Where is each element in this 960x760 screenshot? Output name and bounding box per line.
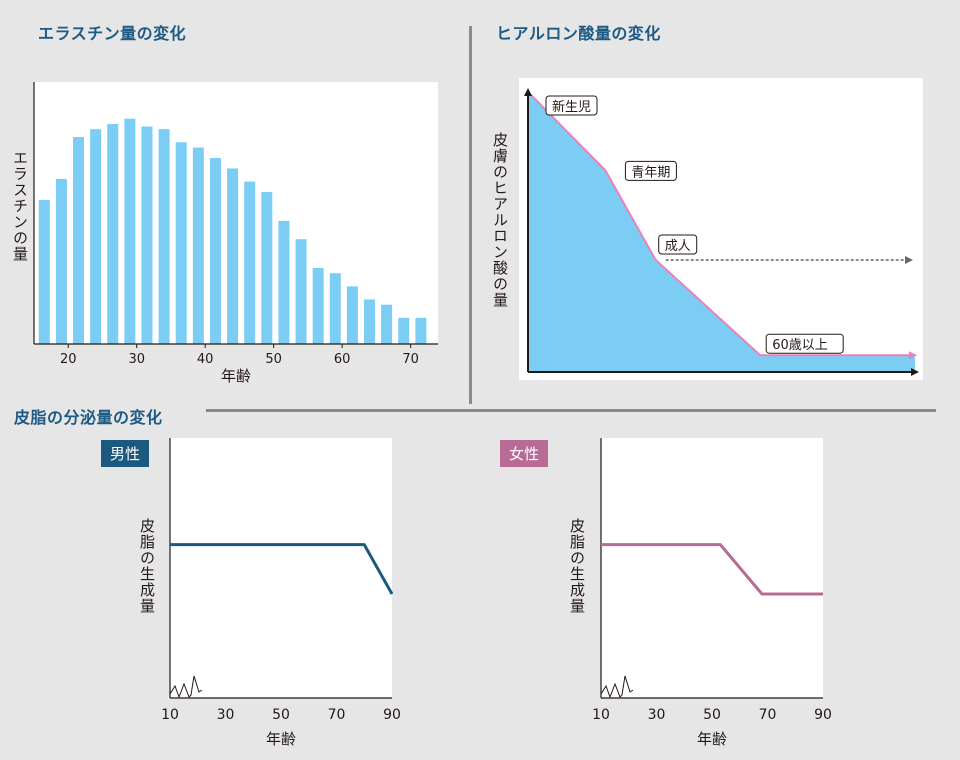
sebum-section-title: 皮脂の分泌量の変化: [14, 408, 163, 427]
elastin-bar: [192, 147, 204, 344]
elastin-x-tick-label: 20: [60, 352, 77, 367]
elastin-x-axis-label: 年齢: [221, 367, 251, 385]
male-sebum-chart: 10 30 50 70 90 年齢: [161, 438, 401, 748]
annotation-label: 60歳以上: [772, 338, 828, 353]
elastin-bar: [295, 239, 307, 344]
male-badge: 男性: [101, 440, 150, 467]
hyaluronic-curve: [527, 91, 917, 360]
elastin-bar: [346, 286, 358, 344]
elastin-y-axis-label: エラスチンの量: [11, 150, 29, 262]
elastin-x-tick-label: 50: [265, 352, 282, 367]
elastin-bar: [227, 168, 239, 344]
elastin-bar: [261, 192, 273, 344]
annotation-box: [658, 234, 698, 255]
annotation-box: [765, 333, 844, 354]
male-plot-area: 10 30 50 70 90 年齢: [161, 438, 401, 748]
female-x-tick-label: 30: [648, 707, 666, 723]
elastin-bar: [175, 142, 187, 344]
elastin-bar: [209, 157, 221, 344]
elastin-x-tick-label: 30: [128, 352, 145, 367]
hyaluronic-chart-title: ヒアルロン酸量の変化: [496, 24, 661, 43]
annotation-label: 青年期: [631, 165, 670, 180]
elastin-bar: [124, 118, 136, 345]
elastin-bar: [38, 199, 50, 344]
elastin-bar: [107, 123, 119, 344]
annotation-box: [624, 160, 677, 181]
female-sebum-chart: 10 30 50 70 90 年齢: [592, 438, 832, 748]
elastin-bar: [158, 129, 170, 344]
hyaluronic-plot-area: 新生児青年期成人 60歳以上: [519, 78, 923, 380]
female-plot-area: 10 30 50 70 90 年齢: [592, 438, 832, 748]
male-x-tick-label: 90: [383, 707, 401, 723]
elastin-bar: [244, 181, 256, 344]
elastin-bar: [329, 273, 341, 344]
elastin-bar: [312, 268, 324, 344]
male-y-axis-label: 皮脂の生成量: [138, 518, 156, 614]
elastin-x-tick-label: 70: [402, 352, 419, 367]
elastin-bar: [381, 304, 393, 344]
elastin-x-tick-label: 60: [334, 352, 351, 367]
female-badge: 女性: [500, 440, 549, 467]
male-x-tick-label: 10: [161, 707, 179, 723]
annotation-label: 新生児: [552, 99, 591, 115]
female-x-tick-label: 10: [592, 707, 610, 723]
female-x-tick-label: 70: [759, 707, 777, 723]
hyaluronic-y-axis-label: 皮膚のヒアルロン酸の量: [491, 132, 509, 308]
male-x-axis-label: 年齢: [266, 730, 296, 748]
elastin-bar: [415, 317, 427, 344]
annotation-label: 成人: [665, 239, 691, 254]
female-x-tick-label: 50: [703, 707, 721, 723]
male-axis-break: [169, 675, 203, 699]
elastin-bar: [73, 137, 85, 344]
female-sebum-line: [601, 543, 823, 596]
female-y-axis-label: 皮脂の生成量: [568, 518, 586, 614]
male-x-tick-label: 50: [272, 707, 290, 723]
horizontal-divider: [206, 409, 936, 412]
male-x-tick-label: 30: [217, 707, 235, 723]
elastin-bar: [278, 220, 290, 344]
female-axis-break: [600, 675, 634, 699]
male-x-tick-label: 70: [328, 707, 346, 723]
male-sebum-line: [170, 543, 394, 595]
hyaluronic-area: [528, 92, 915, 372]
elastin-bar: [141, 126, 153, 344]
female-x-axis-label: 年齢: [697, 730, 727, 748]
annotation-box: [545, 95, 598, 116]
female-x-tick-label: 90: [814, 707, 832, 723]
elastin-chart-title: エラスチン量の変化: [38, 24, 187, 43]
elastin-bar: [398, 317, 410, 344]
vertical-divider: [469, 26, 472, 404]
elastin-plot-area: 20 30 40 50 60 70 年齢: [33, 82, 438, 385]
elastin-x-tick-label: 40: [197, 352, 214, 367]
elastin-bar: [364, 299, 376, 344]
elastin-bar: [55, 178, 67, 344]
elastin-chart: 20 30 40 50 60 70 年齢: [33, 82, 438, 385]
elastin-bar: [90, 129, 102, 344]
